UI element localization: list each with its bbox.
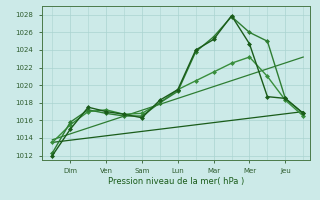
X-axis label: Pression niveau de la mer( hPa ): Pression niveau de la mer( hPa ) — [108, 177, 244, 186]
